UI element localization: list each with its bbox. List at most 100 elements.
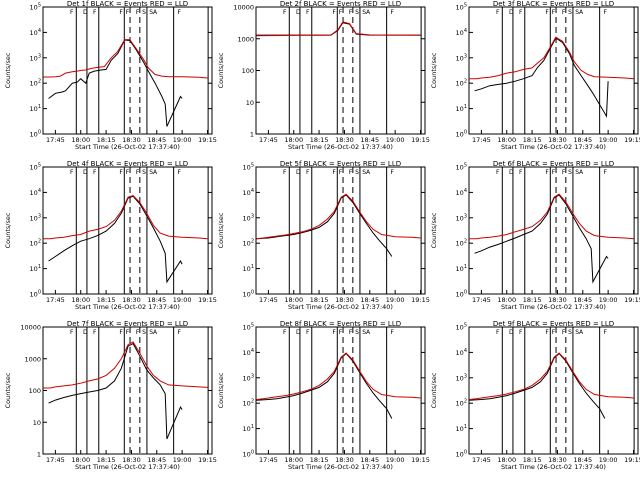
x-tick-label: 19:15 (411, 136, 430, 144)
marker-label: F (306, 9, 310, 16)
x-tick-label: 18:30 (122, 296, 141, 304)
y-tick-label: 104 (243, 188, 254, 197)
x-tick-label: 17:45 (259, 456, 278, 464)
x-tick-label: 17:45 (259, 136, 278, 144)
y-tick-label: 100 (30, 290, 41, 299)
marker-label: S (575, 329, 579, 336)
x-axis-label: Start Time (26-Oct-02 17:37:40) (75, 463, 180, 471)
marker-label: A (366, 169, 371, 176)
marker-label: S (575, 9, 579, 16)
marker-label: F (119, 169, 123, 176)
x-tick-label: 19:00 (386, 296, 405, 304)
marker-label: F (390, 9, 394, 16)
x-tick-label: 18:15 (97, 296, 116, 304)
marker-label: F (119, 329, 123, 336)
series-line-events (48, 39, 183, 127)
x-tick-label: 17:45 (46, 296, 65, 304)
marker-label: S (362, 329, 366, 336)
marker-label: F (332, 329, 336, 336)
marker-label: A (153, 9, 158, 16)
y-axis-label: Counts/sec (430, 52, 438, 88)
x-tick-label: 18:15 (310, 136, 329, 144)
marker-label: D (509, 329, 514, 336)
marker-label: F (177, 9, 181, 16)
marker-label: A (366, 9, 371, 16)
marker-label: F (126, 169, 130, 176)
y-tick-label: 103 (30, 213, 41, 222)
x-tick-label: 18:30 (122, 456, 141, 464)
series-line-lld (43, 341, 208, 389)
x-tick-label: 18:00 (497, 456, 516, 464)
x-tick-label: 18:00 (497, 296, 516, 304)
y-tick-label: 103 (243, 213, 254, 222)
marker-label: F (136, 9, 140, 16)
marker-label: F (519, 169, 523, 176)
y-tick-label: 104 (30, 28, 41, 37)
series-line-lld (469, 36, 634, 80)
x-tick-label: 18:45 (147, 456, 166, 464)
y-tick-label: 103 (243, 373, 254, 382)
x-tick-label: 18:15 (523, 296, 542, 304)
plot-frame (42, 166, 213, 295)
x-tick-label: 18:30 (122, 136, 141, 144)
x-axis-label: Start Time (26-Oct-02 17:37:40) (288, 463, 393, 471)
y-tick-label: 104 (30, 188, 41, 197)
y-tick-label: 101 (456, 104, 467, 113)
marker-label: F (283, 169, 287, 176)
y-tick-label: 10000 (233, 4, 254, 12)
panel-title: Det 5f BLACK = Events RED = LLD (280, 160, 401, 168)
series-line-lld (256, 352, 421, 400)
marker-label: F (603, 329, 607, 336)
x-tick-label: 18:45 (360, 456, 379, 464)
y-tick-label: 105 (243, 163, 254, 172)
x-tick-label: 18:45 (573, 136, 592, 144)
x-tick-label: 19:00 (386, 136, 405, 144)
x-axis-label: Start Time (26-Oct-02 17:37:40) (288, 143, 393, 151)
x-tick-label: 19:00 (386, 456, 405, 464)
series-line-events (474, 37, 609, 118)
plot-frame (468, 166, 639, 295)
y-axis-label: Counts/sec (217, 372, 225, 408)
series-line-events (48, 195, 183, 284)
marker-label: F (70, 329, 74, 336)
marker-label: F (562, 329, 566, 336)
marker-label: A (579, 329, 584, 336)
marker-label: F (519, 9, 523, 16)
marker-label: S (142, 169, 146, 176)
x-tick-label: 18:45 (360, 136, 379, 144)
y-tick-label: 104 (456, 188, 467, 197)
marker-label: F (339, 329, 343, 336)
series-line-lld (43, 39, 208, 79)
marker-label: F (496, 329, 500, 336)
panel-title: Det 4f BLACK = Events RED = LLD (67, 160, 188, 168)
y-tick-label: 103 (456, 53, 467, 62)
y-tick-label: 102 (30, 239, 41, 248)
marker-label: D (296, 9, 301, 16)
marker-label: D (509, 9, 514, 16)
y-tick-label: 10000 (20, 324, 41, 332)
x-tick-label: 18:15 (523, 456, 542, 464)
series-line-lld (256, 193, 421, 240)
x-tick-label: 18:30 (548, 456, 567, 464)
x-axis-label: Start Time (26-Oct-02 17:37:40) (501, 303, 606, 311)
x-tick-label: 19:15 (624, 296, 640, 304)
series-line-events (474, 194, 609, 284)
marker-label: S (362, 169, 366, 176)
marker-label: F (552, 9, 556, 16)
y-tick-label: 101 (243, 424, 254, 433)
marker-label: S (149, 9, 153, 16)
marker-label: F (349, 9, 353, 16)
x-tick-label: 18:00 (497, 136, 516, 144)
y-tick-label: 1 (250, 131, 254, 139)
marker-label: D (83, 9, 88, 16)
y-tick-label: 102 (456, 239, 467, 248)
marker-label: A (153, 169, 158, 176)
x-axis-label: Start Time (26-Oct-02 17:37:40) (288, 303, 393, 311)
marker-label: F (283, 329, 287, 336)
y-tick-label: 102 (243, 399, 254, 408)
marker-label: F (177, 169, 181, 176)
y-tick-label: 100 (456, 450, 467, 459)
